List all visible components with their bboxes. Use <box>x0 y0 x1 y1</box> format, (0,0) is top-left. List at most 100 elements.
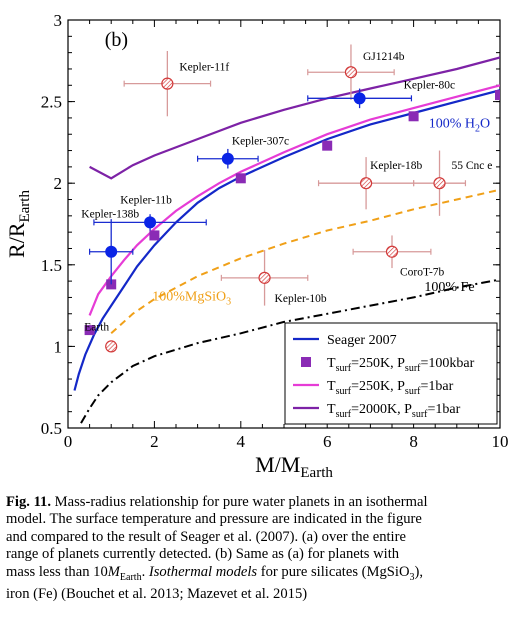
caption-line-6: iron (Fe) (Bouchet et al. 2013; Mazevet … <box>6 585 308 602</box>
planet-label: Kepler-138b <box>81 209 139 221</box>
x-axis-label: M/MEarth <box>255 452 333 481</box>
mgsio3-label: 100%MgSiO3 <box>152 290 231 308</box>
x-tick-label: 4 <box>237 432 246 451</box>
plot-area <box>73 44 500 424</box>
planet-label: Kepler-11b <box>120 194 172 206</box>
legend-entry-label: Tsurf=2000K, Psurf=1bar <box>327 402 461 420</box>
legend-label-part: =1bar <box>427 402 460 417</box>
planet-label: Kepler-18b <box>370 160 422 172</box>
legend-label-part: =1bar <box>420 379 453 394</box>
caption-isothermal-models: Isothermal models <box>148 563 258 580</box>
legend-label-part: =100kbar <box>420 356 474 371</box>
hatched-planet-marker <box>258 271 271 284</box>
y-tick-label: 2 <box>54 174 63 193</box>
square-marker <box>408 111 419 122</box>
observed-planet-marker <box>144 216 157 229</box>
x-tick-label: 2 <box>150 432 159 451</box>
mass-radius-chart: 0 2 4 6 8 100.511.522.53M/MEarthR/REarth(b)Ea… <box>4 11 509 481</box>
planet-label: 55 Cnc e <box>452 160 493 172</box>
x-tick-label: 10 <box>492 432 509 451</box>
hatched-planet-marker <box>105 340 118 353</box>
caption-text-5d: ), <box>414 563 424 580</box>
x-tick-label: 6 <box>323 432 332 451</box>
legend-label-sub: surf <box>336 409 352 420</box>
fe-label: 100% Fe <box>424 280 474 295</box>
square-marker <box>84 325 95 336</box>
caption-text-5b: . <box>141 563 149 580</box>
legend-label-part: T <box>327 379 336 394</box>
mgsio3-label-main: 100%MgSiO <box>152 290 226 305</box>
y-tick-label: 1 <box>54 337 63 356</box>
legend-label-sub: surf <box>412 409 428 420</box>
legend-entry-label: Tsurf=250K, Psurf=1bar <box>327 379 454 397</box>
x-tick-label: 8 <box>409 432 418 451</box>
legend-label-part: Seager 2007 <box>327 333 397 348</box>
legend-box <box>284 322 498 425</box>
h2o-label: 100% H2O <box>429 117 490 135</box>
y-tick-label: 1.5 <box>41 256 62 275</box>
x-axis-label-sub: Earth <box>300 465 333 481</box>
h2o-label-main: 100% H <box>429 117 475 132</box>
caption-text-5c: for pure silicates (MgSiO <box>257 563 410 580</box>
square-marker <box>149 230 160 241</box>
y-axis-label-sub: Earth <box>17 190 33 223</box>
y-axis-label-main: R/R <box>4 222 29 258</box>
t2000k-1bar-curve <box>89 56 500 180</box>
legend-label-sub: surf <box>405 386 421 397</box>
caption-line-4: range of planets currently detected. (b)… <box>6 546 400 563</box>
x-tick-label: 0 <box>64 432 73 451</box>
legend-entry-label: Seager 2007 <box>327 333 397 348</box>
hatched-planet-marker <box>344 66 358 79</box>
hatched-planet-marker <box>385 245 399 258</box>
legend-label-part: =2000K, P <box>351 402 412 417</box>
planet-label: CoroT-7b <box>400 267 445 279</box>
caption-mgsio3-subscript: 3 <box>409 571 415 583</box>
caption-line-5: mass less than 10MEarth. Isothermal mode… <box>6 564 520 586</box>
square-marker <box>495 90 500 101</box>
figure-caption: Fig. 11. Mass-radius relationship for pu… <box>6 494 520 603</box>
planet-label: Kepler-80c <box>404 79 456 91</box>
x-axis-label-main: M/M <box>255 452 300 477</box>
caption-earth-subscript: Earth <box>119 571 142 583</box>
y-axis-label: R/REarth <box>4 190 33 258</box>
hatched-planet-marker <box>359 177 373 190</box>
legend-label-part: =250K, P <box>351 356 405 371</box>
y-tick-label: 2.5 <box>41 93 62 112</box>
y-tick-label: 3 <box>54 11 63 30</box>
panel-label: (b) <box>105 29 128 51</box>
square-marker <box>235 173 246 184</box>
legend-label-part: =250K, P <box>351 379 405 394</box>
mgsio3-curve <box>110 188 500 335</box>
caption-figure-label: Fig. 11. <box>6 494 51 510</box>
observed-planet-marker <box>353 92 366 105</box>
mgsio3-label-sub: 3 <box>226 297 231 308</box>
square-marker <box>322 140 333 151</box>
legend-label-sub: surf <box>336 363 352 374</box>
legend-entry-label: Tsurf=250K, Psurf=100kbar <box>327 356 475 374</box>
caption-text-1: Mass-radius relationship for pure water … <box>54 494 428 510</box>
t250k-1bar-curve <box>88 84 500 316</box>
legend-label-sub: surf <box>405 363 421 374</box>
legend-label-sub: surf <box>336 386 352 397</box>
planet-label: Kepler-307c <box>232 136 289 148</box>
legend-square-swatch <box>301 357 311 367</box>
planet-label: Kepler-10b <box>275 293 327 305</box>
caption-line-3: and compared to the result of Seager et … <box>6 528 406 545</box>
planet-label: Earth <box>84 321 109 333</box>
observed-planet-marker <box>221 152 234 165</box>
y-tick-label: 0.5 <box>41 419 62 438</box>
h2o-label-sub: 2 <box>475 124 480 135</box>
observed-planet-marker <box>105 245 118 258</box>
h2o-label-end: O <box>480 117 490 132</box>
legend-label-part: T <box>327 356 336 371</box>
hatched-planet-marker <box>433 177 446 190</box>
caption-line-1: Fig. 11. Mass-radius relationship for pu… <box>6 494 520 511</box>
caption-line-2: model. The surface temperature and press… <box>6 511 422 528</box>
planet-label: Kepler-11f <box>179 62 229 74</box>
caption-mass-symbol: M <box>107 563 120 580</box>
legend-label-part: T <box>327 402 336 417</box>
planet-label: GJ1214b <box>363 51 405 63</box>
hatched-planet-marker <box>161 77 174 90</box>
caption-text-5a: mass less than 10 <box>6 563 108 580</box>
